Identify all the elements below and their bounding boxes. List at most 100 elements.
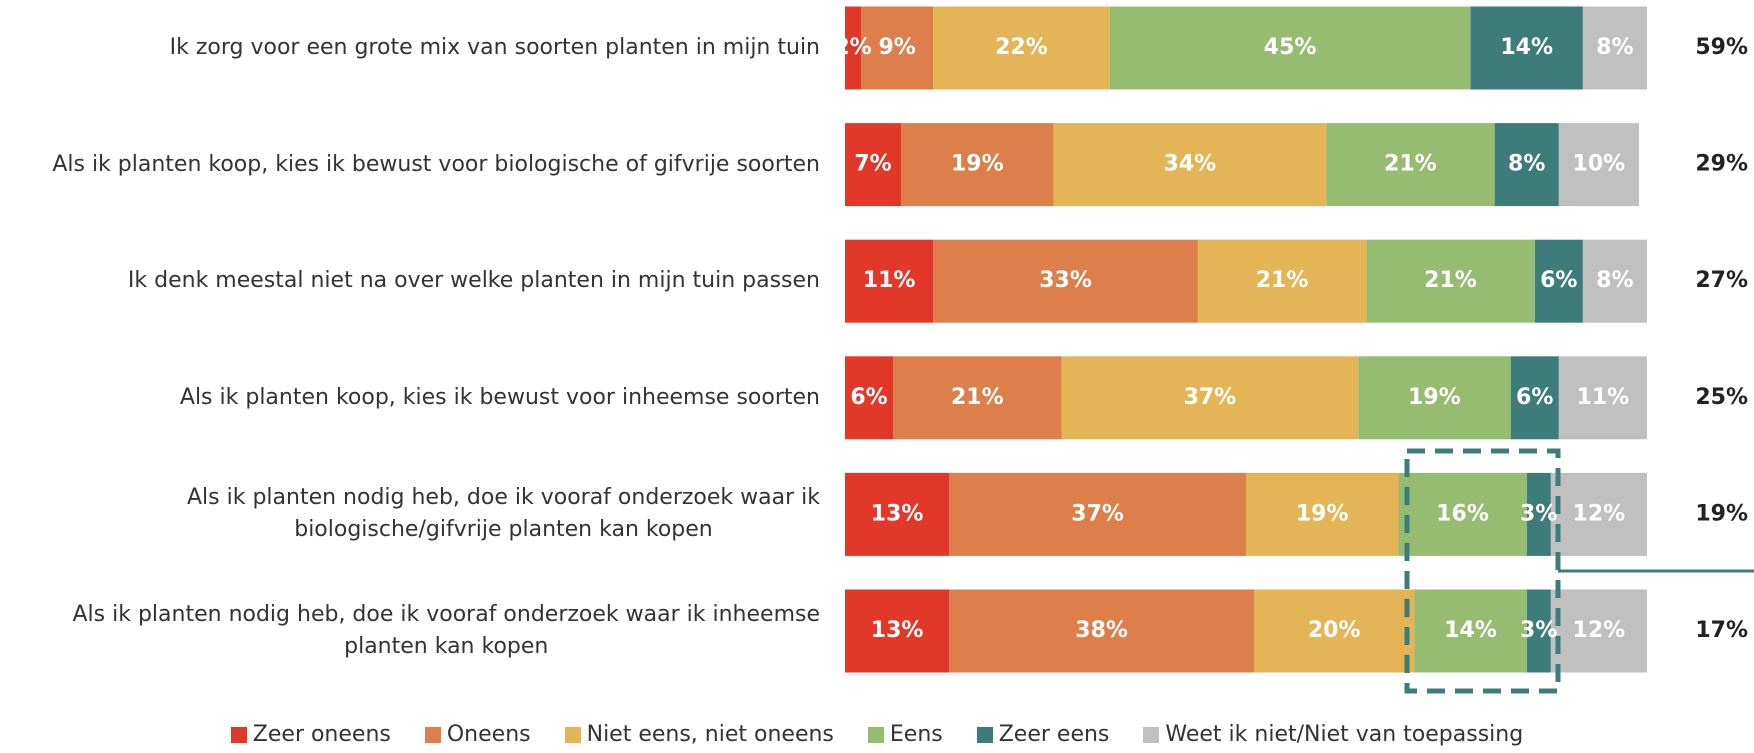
value-label: 11% bbox=[863, 268, 916, 293]
value-label: 20% bbox=[1308, 618, 1361, 643]
total-label: 27% bbox=[1695, 268, 1748, 293]
bar-segment bbox=[845, 356, 894, 440]
legend-label: Eens bbox=[889, 722, 943, 747]
value-label: 21% bbox=[951, 385, 1004, 410]
bar-segment bbox=[1197, 239, 1367, 323]
bar-segment bbox=[1582, 6, 1647, 90]
bar-segment bbox=[949, 589, 1255, 673]
bar-segment bbox=[893, 356, 1062, 440]
bar-segment bbox=[1053, 123, 1327, 207]
value-label: 37% bbox=[1184, 385, 1237, 410]
category-label: Als ik planten nodig heb, doe ik vooraf … bbox=[72, 602, 821, 659]
value-label: 21% bbox=[1424, 268, 1477, 293]
total-label: 25% bbox=[1695, 385, 1748, 410]
bar-segment bbox=[1398, 472, 1527, 556]
category-label: Als ik planten nodig heb, doe ik vooraf … bbox=[186, 485, 820, 543]
value-label: 8% bbox=[1596, 268, 1633, 293]
value-label: 10% bbox=[1573, 152, 1626, 177]
bar-segment bbox=[901, 123, 1054, 207]
bar-segment bbox=[1470, 6, 1583, 90]
value-label: 45% bbox=[1264, 35, 1317, 60]
bar-segment bbox=[861, 6, 934, 90]
category-label: Als ik planten koop, kies ik bewust voor… bbox=[52, 151, 820, 177]
legend-item: Zeer eens bbox=[976, 722, 1110, 747]
value-label: 8% bbox=[1508, 152, 1545, 177]
total-label: 59% bbox=[1695, 35, 1748, 60]
value-label: 11% bbox=[1577, 385, 1630, 410]
value-label: 21% bbox=[1256, 268, 1309, 293]
value-label: 6% bbox=[850, 385, 887, 410]
value-label: 6% bbox=[1540, 268, 1577, 293]
legend: Zeer oneens Oneens Niet eens, niet oneens E… bbox=[0, 722, 1754, 747]
bar-segment bbox=[1254, 589, 1415, 673]
total-label: 19% bbox=[1695, 501, 1748, 526]
legend-item: Oneens bbox=[424, 722, 531, 747]
value-label: 21% bbox=[1384, 152, 1437, 177]
total-label: 29% bbox=[1695, 152, 1748, 177]
legend-item: Weet ik niet/Niet van toepassing bbox=[1143, 722, 1523, 747]
bar-segment bbox=[1526, 589, 1551, 673]
value-label: 14% bbox=[1500, 35, 1553, 60]
legend-swatch bbox=[230, 726, 247, 743]
value-label: 12% bbox=[1573, 618, 1626, 643]
bar-segment bbox=[845, 239, 934, 323]
bar-segment bbox=[1494, 123, 1559, 207]
legend-label: Oneens bbox=[446, 722, 531, 747]
legend-swatch bbox=[867, 726, 884, 743]
value-label: 13% bbox=[871, 501, 924, 526]
category-label: Ik denk meestal niet na over welke plant… bbox=[127, 268, 820, 294]
total-label: 17% bbox=[1695, 618, 1748, 643]
value-label: 7% bbox=[854, 152, 891, 177]
value-label: 38% bbox=[1075, 618, 1128, 643]
value-label: 13% bbox=[871, 618, 924, 643]
bar-segment bbox=[1358, 356, 1511, 440]
category-label: Als ik planten koop, kies ik bewust voor… bbox=[179, 384, 820, 410]
legend-swatch bbox=[976, 726, 993, 743]
legend-swatch bbox=[1143, 726, 1160, 743]
value-label: 8% bbox=[1596, 35, 1633, 60]
legend-label: Weet ik niet/Niet van toepassing bbox=[1165, 722, 1524, 747]
bar-segment bbox=[1534, 239, 1583, 323]
bar-segment bbox=[1550, 589, 1647, 673]
value-label: 3% bbox=[1520, 501, 1557, 526]
bar-segment bbox=[1558, 356, 1647, 440]
bar-segment bbox=[933, 6, 1110, 90]
value-label: 22% bbox=[995, 35, 1048, 60]
legend-item: Niet eens, niet oneens bbox=[564, 722, 834, 747]
bar-segment bbox=[1414, 589, 1527, 673]
value-label: 19% bbox=[1408, 385, 1461, 410]
category-label: Ik zorg voor een grote mix van soorten p… bbox=[169, 35, 820, 60]
value-label: 9% bbox=[878, 35, 915, 60]
value-label: 19% bbox=[1296, 501, 1349, 526]
highlight-box bbox=[1404, 448, 1561, 694]
bar-segment bbox=[1246, 472, 1399, 556]
bar-segment bbox=[845, 6, 862, 90]
legend-label: Zeer oneens bbox=[252, 722, 391, 747]
bar-segment bbox=[1526, 472, 1551, 556]
value-label: 19% bbox=[951, 152, 1004, 177]
legend-item: Zeer oneens bbox=[230, 722, 391, 747]
legend-item: Eens bbox=[867, 722, 943, 747]
legend-swatch bbox=[424, 726, 441, 743]
bar-segment bbox=[845, 589, 950, 673]
value-label: 16% bbox=[1436, 501, 1489, 526]
bar-segment bbox=[1366, 239, 1535, 323]
bar-segment bbox=[1061, 356, 1359, 440]
value-label: 3% bbox=[1520, 618, 1557, 643]
value-label: 14% bbox=[1444, 618, 1497, 643]
legend-label: Zeer eens bbox=[998, 722, 1110, 747]
bar-segment bbox=[1558, 123, 1639, 207]
value-label: 6% bbox=[1516, 385, 1553, 410]
bar-segment bbox=[1109, 6, 1471, 90]
value-label: 34% bbox=[1164, 152, 1217, 177]
bar-segment bbox=[845, 472, 950, 556]
legend-swatch bbox=[564, 726, 581, 743]
bar-segment bbox=[933, 239, 1198, 323]
bar-segment bbox=[949, 472, 1246, 556]
bar-segment bbox=[1326, 123, 1495, 207]
value-label: 2% bbox=[834, 35, 871, 60]
value-label: 12% bbox=[1573, 501, 1626, 526]
bar-segment bbox=[1550, 472, 1647, 556]
